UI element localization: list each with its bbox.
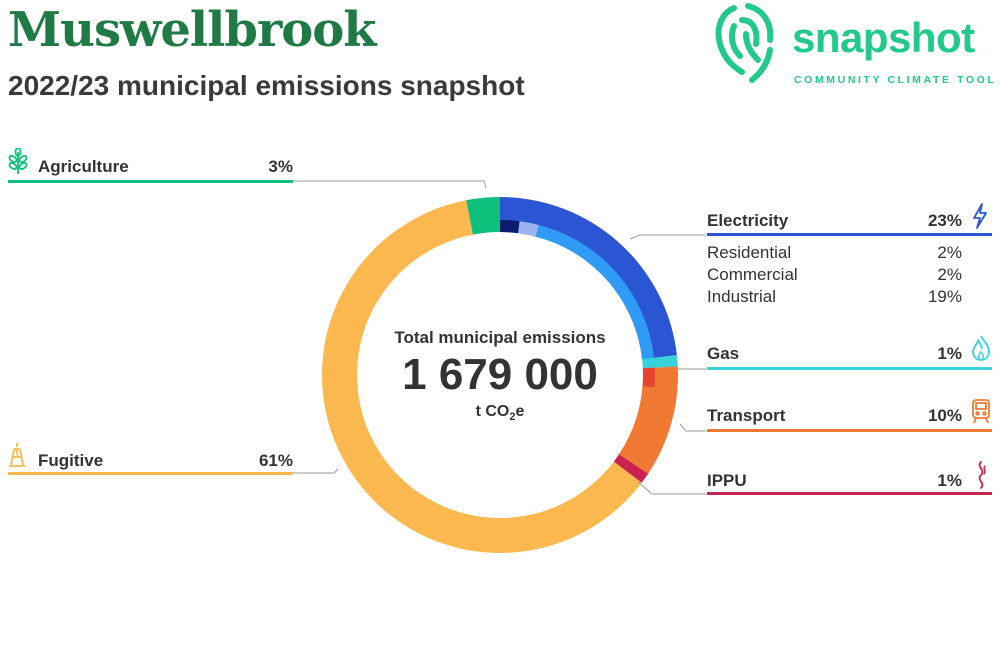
snapshot-logo: snapshot COMMUNITY CLIMATE TOOL <box>712 0 1000 90</box>
subslice-electricity-0 <box>500 220 520 234</box>
agriculture-rule <box>8 180 293 183</box>
logo-wordmark: snapshot <box>792 14 975 61</box>
subslice-electricity-1 <box>518 221 539 237</box>
subslice-transport-1 <box>619 386 655 461</box>
electricity-sub-commercial-pct: 2% <box>937 265 962 284</box>
smoke-icon <box>978 461 986 489</box>
electricity-sub-industrial-label: Industrial <box>707 287 776 306</box>
leader-electricity <box>629 234 706 240</box>
fugitive-rule <box>8 472 293 475</box>
total-unit: t CO2e <box>400 403 600 423</box>
flame-icon <box>972 335 990 361</box>
ippu-pct: 1% <box>937 471 962 490</box>
donut-ring <box>322 197 678 554</box>
subslice-transport-0 <box>642 367 655 388</box>
gas-label: Gas <box>707 344 740 363</box>
wheat-icon <box>8 148 28 174</box>
electricity-label: Electricity <box>707 211 789 230</box>
electricity-pct: 23% <box>927 211 962 230</box>
page-subtitle: 2022/23 municipal emissions snapshot <box>8 70 525 101</box>
leader-ippu <box>637 481 706 495</box>
train-icon <box>972 399 990 424</box>
fugitive-label: Fugitive <box>38 451 104 470</box>
fugitive-pct: 61% <box>258 451 293 470</box>
leader-fugitive <box>293 468 339 474</box>
electricity-sub-residential-label: Residential <box>707 243 792 262</box>
leader-transport <box>679 423 706 432</box>
agriculture-pct: 3% <box>268 157 293 176</box>
unit-suffix: e <box>515 403 525 420</box>
oil-rig-icon <box>9 443 25 467</box>
total-label: Total municipal emissions <box>394 328 606 347</box>
electricity-sub-residential-pct: 2% <box>937 243 962 262</box>
transport-rule <box>707 429 992 432</box>
slice-agriculture <box>466 197 500 235</box>
slice-ippu <box>613 454 649 483</box>
unit-subscript: 2 <box>509 411 516 424</box>
lightning-icon <box>973 203 987 229</box>
transport-label: Transport <box>707 406 786 425</box>
unit-prefix: t CO <box>475 403 510 420</box>
leader-lines <box>293 180 706 495</box>
page-title: Muswellbrook <box>8 2 377 58</box>
gas-pct: 1% <box>937 344 962 363</box>
gas-rule <box>707 367 992 370</box>
subslice-electricity-2 <box>535 224 655 360</box>
leader-agriculture <box>293 180 487 189</box>
total-value: 1 679 000 <box>402 350 598 399</box>
agriculture-label: Agriculture <box>38 157 129 176</box>
slice-gas <box>642 355 678 369</box>
electricity-rule <box>707 233 992 236</box>
electricity-sub-industrial-pct: 19% <box>927 287 962 306</box>
fingerprint-logo-icon <box>715 3 774 83</box>
ippu-label: IPPU <box>707 471 747 490</box>
transport-pct: 10% <box>927 406 962 425</box>
ippu-rule <box>707 492 992 495</box>
electricity-sub-commercial-label: Commercial <box>707 265 798 284</box>
logo-tagline: COMMUNITY CLIMATE TOOL <box>794 74 997 86</box>
